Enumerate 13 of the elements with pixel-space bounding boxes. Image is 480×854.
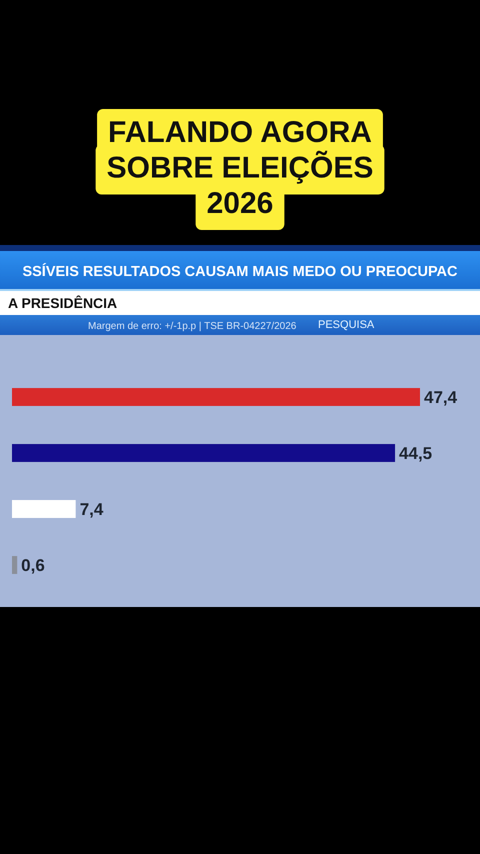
chart-title: FALANDO AGORA SOBRE ELEIÇÕES 2026	[106, 116, 374, 220]
bar	[12, 388, 420, 406]
bar	[12, 500, 76, 518]
data-label: 47,4	[424, 388, 458, 408]
text: A PRESIDÊNCIA	[8, 295, 118, 311]
bar	[12, 556, 18, 574]
bar	[12, 444, 396, 462]
data-label: 7,4	[80, 500, 104, 520]
chart-subtitle: SSÍVEIS RESULTADOS CAUSAM MAIS MEDO OU PREOCUPAC	[22, 263, 458, 280]
data-label: 44,5	[399, 444, 432, 464]
data-label: 0,6	[21, 556, 45, 576]
text: PESQUISA	[318, 319, 375, 331]
text: Margem de erro: +/-1p.p | TSE BR-04227/2026	[88, 321, 297, 332]
